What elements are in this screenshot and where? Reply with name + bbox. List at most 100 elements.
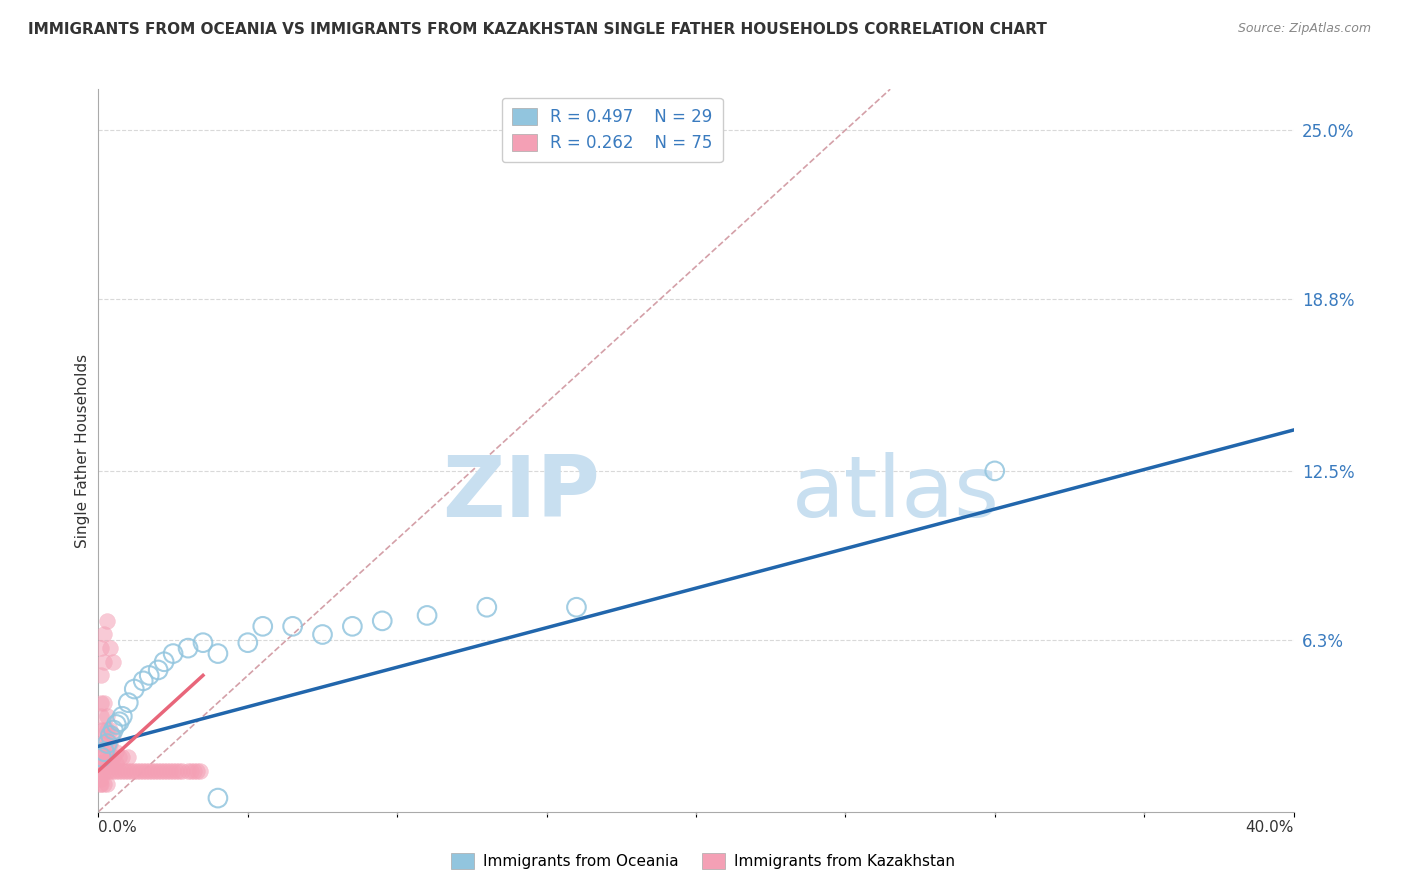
Point xyxy=(132,764,155,778)
Text: ZIP: ZIP xyxy=(443,452,600,535)
Legend: Immigrants from Oceania, Immigrants from Kazakhstan: Immigrants from Oceania, Immigrants from… xyxy=(446,847,960,875)
Point xyxy=(90,723,112,737)
Point xyxy=(93,655,115,669)
Point xyxy=(162,647,184,661)
Point xyxy=(111,750,134,764)
Point xyxy=(96,737,118,751)
Point xyxy=(98,728,122,742)
Point xyxy=(98,723,122,737)
Point xyxy=(143,764,166,778)
Point xyxy=(132,673,155,688)
Point xyxy=(103,756,125,770)
Point xyxy=(98,756,122,770)
Point xyxy=(90,777,112,791)
Point xyxy=(96,756,118,770)
Point xyxy=(96,777,118,791)
Point xyxy=(90,696,112,710)
Point xyxy=(416,608,439,623)
Text: atlas: atlas xyxy=(792,452,1000,535)
Point xyxy=(96,723,118,737)
Point xyxy=(90,641,112,656)
Point xyxy=(90,668,112,682)
Point xyxy=(103,728,125,742)
Point xyxy=(148,764,170,778)
Point xyxy=(138,668,160,682)
Point xyxy=(342,619,364,633)
Point xyxy=(90,750,112,764)
Point xyxy=(281,619,304,633)
Point xyxy=(111,709,134,723)
Point xyxy=(89,764,111,778)
Point xyxy=(172,764,194,778)
Point xyxy=(371,614,394,628)
Point xyxy=(103,764,125,778)
Point xyxy=(93,750,115,764)
Point xyxy=(984,464,1007,478)
Point xyxy=(96,750,118,764)
Point xyxy=(111,764,134,778)
Point xyxy=(165,764,187,778)
Point xyxy=(105,745,128,759)
Legend: R = 0.497    N = 29, R = 0.262    N = 75: R = 0.497 N = 29, R = 0.262 N = 75 xyxy=(502,97,723,162)
Point xyxy=(117,696,139,710)
Point xyxy=(90,737,112,751)
Point xyxy=(207,647,229,661)
Point xyxy=(108,750,131,764)
Point xyxy=(89,777,111,791)
Point xyxy=(117,750,139,764)
Point xyxy=(159,764,181,778)
Point xyxy=(117,764,139,778)
Point xyxy=(311,627,333,641)
Point xyxy=(565,600,588,615)
Point xyxy=(96,614,118,628)
Point xyxy=(153,655,176,669)
Point xyxy=(135,764,157,778)
Point xyxy=(105,717,128,731)
Point xyxy=(105,756,128,770)
Point xyxy=(207,791,229,805)
Point xyxy=(177,641,200,656)
Point xyxy=(90,750,112,764)
Point xyxy=(98,764,122,778)
Text: IMMIGRANTS FROM OCEANIA VS IMMIGRANTS FROM KAZAKHSTAN SINGLE FATHER HOUSEHOLDS C: IMMIGRANTS FROM OCEANIA VS IMMIGRANTS FR… xyxy=(28,22,1047,37)
Point xyxy=(93,737,115,751)
Point xyxy=(153,764,176,778)
Point xyxy=(156,764,179,778)
Point xyxy=(96,764,118,778)
Point xyxy=(191,635,214,649)
Point xyxy=(186,764,208,778)
Point xyxy=(108,714,131,729)
Point xyxy=(183,764,205,778)
Point xyxy=(103,750,125,764)
Point xyxy=(93,723,115,737)
Point xyxy=(103,655,125,669)
Point xyxy=(124,681,146,696)
Point xyxy=(127,764,149,778)
Point xyxy=(89,750,111,764)
Point xyxy=(180,764,202,778)
Point xyxy=(252,619,274,633)
Point xyxy=(177,764,200,778)
Point xyxy=(103,723,125,737)
Point xyxy=(98,641,122,656)
Point xyxy=(114,764,136,778)
Y-axis label: Single Father Households: Single Father Households xyxy=(75,353,90,548)
Text: 0.0%: 0.0% xyxy=(98,821,138,836)
Point xyxy=(93,764,115,778)
Point xyxy=(129,764,152,778)
Point xyxy=(90,756,112,770)
Point xyxy=(150,764,173,778)
Point xyxy=(93,696,115,710)
Point xyxy=(98,737,122,751)
Point xyxy=(167,764,190,778)
Point xyxy=(96,737,118,751)
Point xyxy=(138,764,160,778)
Point xyxy=(162,764,184,778)
Point xyxy=(90,772,112,786)
Point xyxy=(108,764,131,778)
Text: 40.0%: 40.0% xyxy=(1246,821,1294,836)
Point xyxy=(148,663,170,677)
Point xyxy=(93,777,115,791)
Point xyxy=(93,756,115,770)
Point xyxy=(93,745,115,759)
